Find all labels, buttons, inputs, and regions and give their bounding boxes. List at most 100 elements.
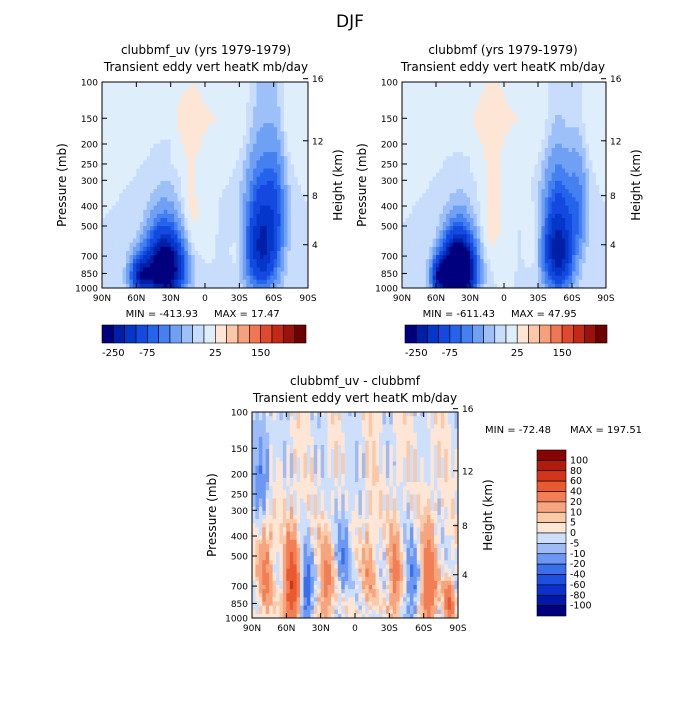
heatmap-cell xyxy=(497,98,501,103)
heatmap-cell xyxy=(116,156,120,161)
heatmap-cell xyxy=(277,280,281,285)
heatmap-cell xyxy=(497,111,501,116)
heatmap-cell xyxy=(112,111,116,116)
heatmap-cell xyxy=(301,197,305,202)
heatmap-cell xyxy=(167,267,171,272)
heatmap-cell xyxy=(102,239,106,244)
heatmap-cell xyxy=(565,140,569,145)
heatmap-cell xyxy=(426,160,430,165)
heatmap-cell xyxy=(412,123,416,128)
heatmap-cell xyxy=(477,98,481,103)
heatmap-cell xyxy=(552,115,556,120)
heatmap-cell xyxy=(154,243,158,248)
heatmap-cell xyxy=(281,197,285,202)
heatmap-cell xyxy=(586,111,590,116)
heatmap-cell xyxy=(136,86,140,91)
heatmap-cell xyxy=(253,185,257,190)
heatmap-cell xyxy=(274,276,278,281)
heatmap-cell xyxy=(154,98,158,103)
heatmap-cell xyxy=(205,169,209,174)
heatmap-cell xyxy=(429,193,433,198)
heatmap-cell xyxy=(528,173,532,178)
heatmap-cell xyxy=(202,123,206,128)
heatmap-cell xyxy=(257,226,261,231)
heatmap-cell xyxy=(277,144,281,149)
heatmap-cell xyxy=(222,193,226,198)
heatmap-cell xyxy=(215,144,219,149)
heatmap-cell xyxy=(208,169,212,174)
heatmap-cell xyxy=(453,103,457,108)
heatmap-cell xyxy=(443,164,447,169)
heatmap-cell xyxy=(541,98,545,103)
heatmap-cell xyxy=(232,222,236,227)
heatmap-cell xyxy=(147,164,151,169)
heatmap-cell xyxy=(160,173,164,178)
heatmap-cell xyxy=(212,148,216,153)
heatmap-cell xyxy=(160,140,164,145)
heatmap-cell xyxy=(253,148,257,153)
heatmap-cell xyxy=(188,136,192,141)
heatmap-cell xyxy=(575,193,579,198)
heatmap-cell xyxy=(460,86,464,91)
heatmap-cell xyxy=(188,185,192,190)
heatmap-cell xyxy=(562,94,566,99)
heatmap-cell xyxy=(263,181,267,186)
heatmap-cell xyxy=(226,272,230,277)
heatmap-cell xyxy=(422,115,426,120)
heatmap-cell xyxy=(301,144,305,149)
heatmap-cell xyxy=(253,197,257,202)
heatmap-cell xyxy=(504,103,508,108)
heatmap-cell xyxy=(119,272,123,277)
heatmap-cell xyxy=(463,90,467,95)
heatmap-cell xyxy=(212,230,216,235)
heatmap-cell xyxy=(212,234,216,239)
heatmap-cell xyxy=(531,123,535,128)
heatmap-cell xyxy=(518,86,522,91)
heatmap-cell xyxy=(219,115,223,120)
heatmap-cell xyxy=(473,98,477,103)
heatmap-cell xyxy=(109,206,113,211)
heatmap-cell xyxy=(116,136,120,141)
heatmap-cell xyxy=(270,193,274,198)
heatmap-cell xyxy=(198,267,202,272)
heatmap-cell xyxy=(205,98,209,103)
heatmap-cell xyxy=(596,103,600,108)
heatmap-cell xyxy=(257,239,261,244)
heatmap-cell xyxy=(154,144,158,149)
heatmap-cell xyxy=(582,136,586,141)
heatmap-cell xyxy=(558,185,562,190)
heatmap-cell xyxy=(157,98,161,103)
heatmap-cell xyxy=(470,86,474,91)
heatmap-cell xyxy=(277,169,281,174)
heatmap-cell xyxy=(232,127,236,132)
heatmap-cell xyxy=(284,140,288,145)
heatmap-cell xyxy=(480,181,484,186)
heatmap-cell xyxy=(112,140,116,145)
heatmap-cell xyxy=(477,152,481,157)
heatmap-cell xyxy=(102,185,106,190)
heatmap-cell xyxy=(518,206,522,211)
heatmap-cell xyxy=(528,201,532,206)
heatmap-cell xyxy=(470,103,474,108)
heatmap-cell xyxy=(484,131,488,136)
heatmap-cell xyxy=(260,156,264,161)
heatmap-cell xyxy=(171,280,175,285)
colorbar-swatch xyxy=(170,325,181,343)
heatmap-cell xyxy=(232,140,236,145)
heatmap-cell xyxy=(531,206,535,211)
heatmap-cell xyxy=(212,156,216,161)
heatmap-cell xyxy=(116,247,120,252)
heatmap-cell xyxy=(239,94,243,99)
heatmap-cell xyxy=(205,82,209,87)
heatmap-cell xyxy=(582,156,586,161)
heatmap-cell xyxy=(507,127,511,132)
heatmap-cell xyxy=(405,82,409,87)
heatmap-cell xyxy=(226,160,230,165)
heatmap-cell xyxy=(243,111,247,116)
heatmap-cell xyxy=(232,197,236,202)
heatmap-cell xyxy=(246,193,250,198)
heatmap-cell xyxy=(102,111,106,116)
heatmap-cell xyxy=(188,123,192,128)
heatmap-cell xyxy=(116,107,120,112)
heatmap-cell xyxy=(205,272,209,277)
